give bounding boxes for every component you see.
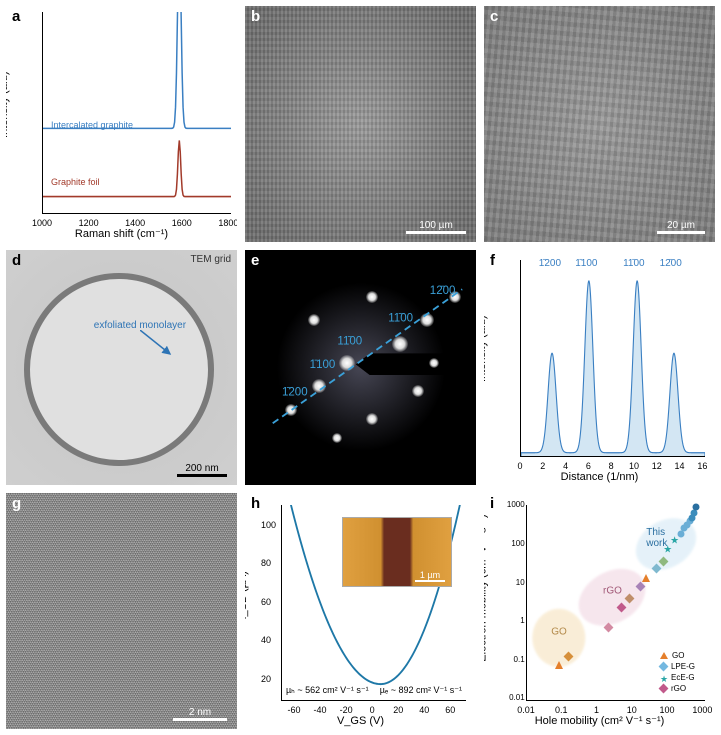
sem-image-c: [484, 6, 715, 242]
legend-row: rGO: [660, 683, 695, 694]
mu-e-text: µₑ ~ 892 cm² V⁻¹ s⁻¹: [380, 685, 462, 696]
panel-i: i GOrGOThis work ★★ GOLPE-G★EcE-GrGO Ele…: [484, 493, 715, 729]
data-point: [642, 574, 650, 582]
panel-g: g 2 nm: [6, 493, 237, 729]
data-point: [693, 504, 700, 511]
inset-scalebar-text: 1 µm: [420, 570, 440, 580]
scalebar-b: 100 µm: [406, 220, 466, 234]
panel-f-xlabel: Distance (1/nm): [561, 471, 639, 483]
figure-grid: a Intercalated graphite Graphite foil In…: [0, 0, 721, 735]
panel-f-label: f: [490, 252, 495, 269]
peak-label: 1̄100: [575, 258, 597, 269]
data-point: [677, 531, 684, 538]
svg-text:11̄00: 11̄00: [337, 335, 362, 347]
panel-d-label: d: [12, 252, 21, 269]
panel-a-ylabel: Intensity (a.u): [6, 71, 10, 138]
raman-chart: Intercalated graphite Graphite foil: [42, 12, 231, 214]
panel-i-xlabel: Hole mobility (cm² V⁻¹ s⁻¹): [535, 714, 665, 727]
data-point: ★: [670, 536, 679, 547]
data-point: [555, 661, 563, 669]
panel-f: f Intensity (a.u) Distance (1/nm) 024681…: [484, 250, 715, 486]
legend-swatch: ★: [660, 674, 667, 681]
panel-d: d TEM grid exfoliated monolayer 200 nm: [6, 250, 237, 486]
region-blob: [532, 609, 585, 667]
legend-swatch: [659, 662, 669, 672]
panel-e: 1̄2001̄10011̄0011̄0012̄00 e: [245, 250, 476, 486]
region-label: GO: [551, 626, 567, 637]
scalebar-c: 20 µm: [657, 220, 705, 234]
inset-scalebar-bar: [415, 580, 445, 582]
panel-h: h 1 µm µₕ ~ 562 cm² V⁻¹ s⁻¹ µₑ ~ 892 cm²…: [245, 493, 476, 729]
panel-e-label: e: [251, 252, 259, 269]
panel-h-ylabel: I_SD (µA): [245, 571, 249, 620]
scalebar-b-bar: [406, 231, 466, 234]
legend-text: GO: [672, 650, 684, 661]
legend-text: EcE-G: [671, 672, 695, 683]
region-label: rGO: [603, 585, 622, 596]
legend-text: rGO: [671, 683, 686, 694]
legend-row: ★ EcE-G: [660, 672, 695, 683]
peak-label: 12̄00: [660, 258, 682, 269]
scalebar-d-text: 200 nm: [185, 463, 218, 474]
legend-text: LPE-G: [671, 661, 695, 672]
panel-h-label: h: [251, 495, 260, 512]
panel-a-xlabel: Raman shift (cm⁻¹): [75, 227, 168, 240]
panel-i-label: i: [490, 495, 494, 512]
legend-swatch: [660, 652, 668, 659]
scalebar-c-text: 20 µm: [667, 220, 695, 231]
intensity-profile-chart: [520, 260, 705, 458]
panel-f-ylabel: Intensity (a.u): [484, 315, 488, 382]
inset-scalebar: 1 µm: [415, 570, 445, 582]
legend-swatch: [659, 684, 669, 694]
legend-i: GOLPE-G ★ EcE-GrGO: [656, 648, 699, 696]
svg-text:12̄00: 12̄00: [430, 285, 456, 297]
legend-row: GO: [660, 650, 695, 661]
svg-text:1̄200: 1̄200: [282, 386, 308, 398]
scalebar-g-text: 2 nm: [189, 707, 211, 718]
annotation-arrow-icon: [140, 330, 176, 360]
panel-c: c 20 µm: [484, 6, 715, 242]
peak-label: 1̄200: [539, 258, 561, 269]
mu-h-text: µₕ ~ 562 cm² V⁻¹ s⁻¹: [286, 685, 369, 696]
panel-b-label: b: [251, 8, 260, 25]
diffraction-line: 1̄2001̄10011̄0011̄0012̄00: [245, 250, 476, 486]
legend-intercalated: Intercalated graphite: [51, 120, 133, 130]
panel-g-label: g: [12, 495, 21, 512]
panel-b: b 100 µm: [245, 6, 476, 242]
legend-row: LPE-G: [660, 661, 695, 672]
transfer-curve-chart: 1 µm µₕ ~ 562 cm² V⁻¹ s⁻¹ µₑ ~ 892 cm² V…: [281, 505, 466, 701]
svg-text:1̄100: 1̄100: [310, 358, 336, 370]
afm-inset: 1 µm: [342, 517, 452, 587]
mobility-scatter-chart: GOrGOThis work ★★ GOLPE-G★EcE-GrGO: [526, 505, 705, 701]
scalebar-g: 2 nm: [173, 707, 227, 721]
scalebar-b-text: 100 µm: [419, 220, 453, 231]
tem-grid-label: TEM grid: [190, 254, 231, 265]
legend-graphite-foil: Graphite foil: [51, 177, 100, 187]
sem-image-b: [245, 6, 476, 242]
peak-label: 11̄00: [623, 258, 645, 269]
data-point: [691, 510, 698, 517]
panel-h-xlabel: V_GS (V): [337, 715, 384, 727]
hrtem-lattice: [6, 493, 237, 729]
panel-a-label: a: [12, 8, 20, 25]
scalebar-c-bar: [657, 231, 705, 234]
scalebar-d: 200 nm: [177, 463, 227, 477]
panel-a: a Intercalated graphite Graphite foil In…: [6, 6, 237, 242]
panel-c-label: c: [490, 8, 498, 25]
tem-grid-hole: [24, 273, 213, 466]
scalebar-g-bar: [173, 718, 227, 721]
panel-i-ylabel: Electron mobility (cm² V⁻¹ s⁻¹): [484, 515, 489, 662]
svg-text:11̄00: 11̄00: [388, 312, 413, 324]
scalebar-d-bar: [177, 474, 227, 477]
